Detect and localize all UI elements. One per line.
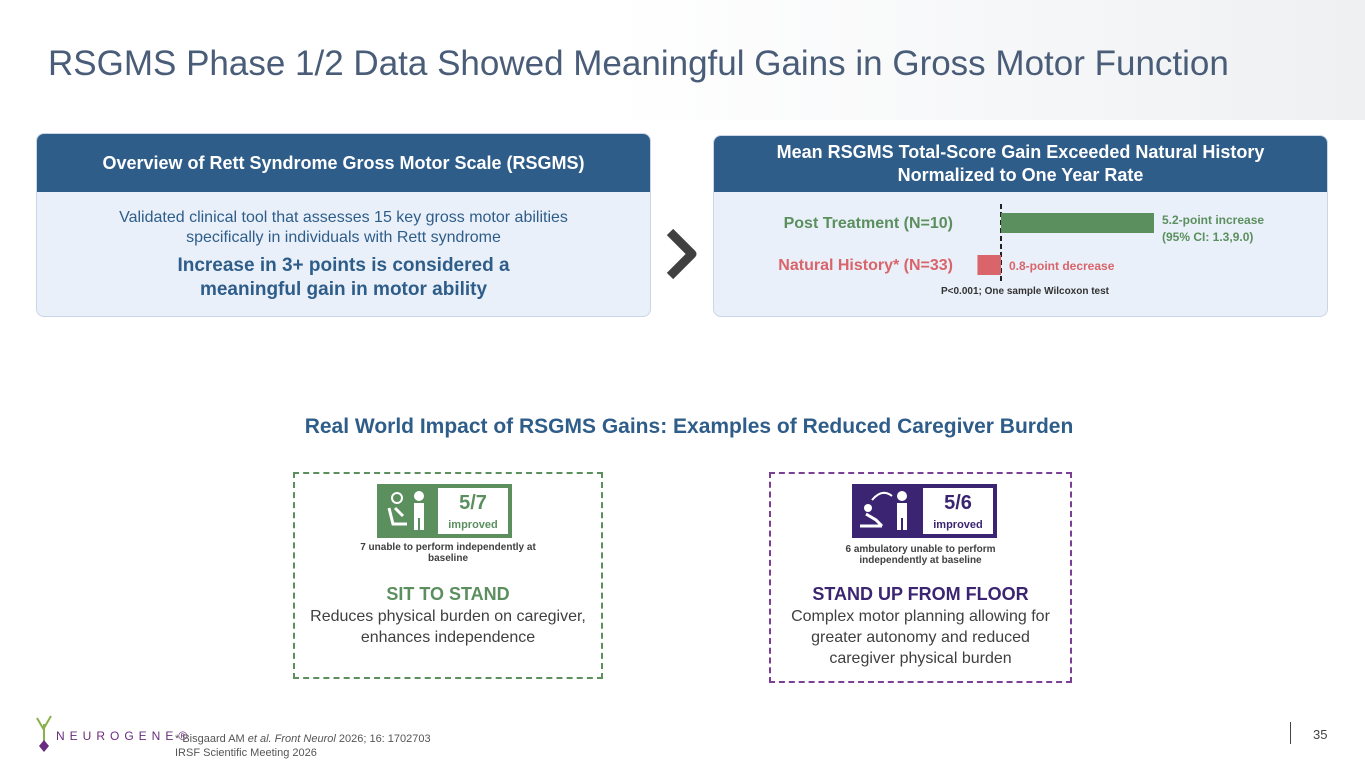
bar: [977, 255, 1001, 275]
panel-header: Overview of Rett Syndrome Gross Motor Sc…: [37, 134, 650, 192]
meeting: IRSF Scientific Meeting 2026: [175, 747, 317, 759]
card-description: Reduces physical burden on caregiver, en…: [310, 608, 586, 646]
score: 5/6: [944, 492, 972, 514]
value-label: 5.2-point increase: [1162, 213, 1264, 227]
bar-chart: Post Treatment (N=10) 5.2-point increase (…: [778, 204, 1264, 297]
chart-footnote: P<0.001; One sample Wilcoxon test: [941, 286, 1110, 297]
icon-box: 5/6 improved: [852, 484, 997, 538]
bar: [1001, 213, 1154, 233]
score-box: 5/7 improved: [438, 488, 508, 534]
baseline-note: 6 ambulatory unable to perform independe…: [845, 544, 996, 566]
icon: [860, 491, 907, 530]
logo-mark: [36, 715, 52, 752]
impact-card: 5/7 improved 7 unable to perform independ…: [293, 472, 603, 679]
citation: * Bisgaard AM et al. Front Neurol 2026; …: [175, 733, 431, 745]
score: 5/7: [459, 492, 487, 514]
card-heading: STAND UP FROM FLOOR: [812, 584, 1029, 604]
card-heading: SIT TO STAND: [386, 584, 510, 604]
panel-description: Validated clinical tool that assesses 15…: [119, 209, 568, 246]
score-label: improved: [933, 519, 983, 531]
annotation: (95% CI: 1.3,9.0): [1162, 230, 1253, 244]
header-band: [0, 0, 1365, 120]
citation-italic: et al. Front Neurol: [247, 733, 336, 745]
category-label: Natural History* (N=33): [778, 257, 953, 274]
divider: [1290, 722, 1291, 744]
icon-box: 5/7 improved: [377, 484, 512, 538]
card-description: Complex motor planning allowing for grea…: [791, 608, 1050, 667]
citation-text: 2026; 16: 1702703: [335, 733, 431, 745]
logo-text: NEUROGENE®: [56, 729, 193, 743]
section-title: Real World Impact of RSGMS Gains: Exampl…: [304, 415, 1074, 438]
page-number: 35: [1313, 727, 1328, 742]
citation-text: * Bisgaard AM: [175, 733, 248, 745]
slide-title: RSGMS Phase 1/2 Data Showed Meaningful G…: [48, 44, 1229, 83]
panel-highlight: Increase in 3+ points is considered a me…: [177, 255, 510, 300]
value-label: 0.8-point decrease: [1009, 259, 1115, 273]
baseline-note: 7 unable to perform independently at bas…: [360, 542, 536, 564]
score-label: improved: [448, 519, 498, 531]
icon: [387, 491, 424, 530]
impact-card: 5/6 improved 6 ambulatory unable to perfo…: [769, 472, 1072, 683]
chevron: [666, 228, 697, 280]
score-box: 5/6 improved: [923, 488, 993, 534]
category-label: Post Treatment (N=10): [784, 215, 953, 232]
overview-panel: Overview of Rett Syndrome Gross Motor Sc…: [36, 133, 651, 317]
panel-header: Mean RSGMS Total-Score Gain Exceeded Nat…: [714, 136, 1327, 192]
